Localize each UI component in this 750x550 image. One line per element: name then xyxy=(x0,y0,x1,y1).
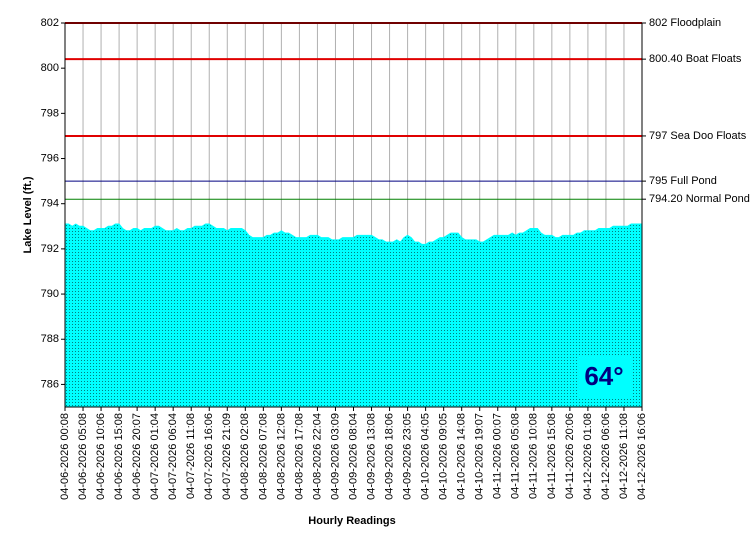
x-tick-label: 04-12-2026 11:08 xyxy=(618,413,630,499)
x-tick-label: 04-06-2026 20:07 xyxy=(131,413,143,500)
y-tick-label: 788 xyxy=(41,333,59,345)
y-tick-label: 792 xyxy=(41,243,59,255)
y-tick-label: 796 xyxy=(41,152,59,164)
x-tick-label: 04-07-2026 06:04 xyxy=(167,413,179,500)
x-tick-label: 04-12-2026 01:08 xyxy=(582,413,594,500)
reference-label: 802 Floodplain xyxy=(649,17,721,29)
x-tick-label: 04-08-2026 22:04 xyxy=(311,413,323,500)
area xyxy=(64,223,643,408)
x-tick-label: 04-12-2026 16:06 xyxy=(636,413,648,500)
y-tick-label: 790 xyxy=(41,288,59,300)
x-tick-label: 04-08-2026 12:08 xyxy=(275,413,287,500)
y-tick-label: 798 xyxy=(41,107,59,119)
x-tick-label: 04-11-2026 20:06 xyxy=(564,413,576,499)
y-tick-label: 800 xyxy=(41,62,59,74)
reference-label: 797 Sea Doo Floats xyxy=(649,130,747,142)
x-tick-label: 04-11-2026 05:08 xyxy=(510,413,522,499)
x-tick-label: 04-09-2026 03:09 xyxy=(329,413,341,500)
x-tick-label: 04-06-2026 10:06 xyxy=(95,413,107,500)
x-tick-label: 04-10-2026 19:07 xyxy=(474,413,486,500)
x-tick-label: 04-09-2026 08:04 xyxy=(347,413,359,500)
x-tick-label: 04-08-2026 02:08 xyxy=(239,413,251,500)
y-axis-title: Lake Level (ft.) xyxy=(22,176,34,253)
reference-label: 794.20 Normal Pond xyxy=(649,193,750,205)
y-tick-label: 794 xyxy=(41,198,59,210)
x-tick-label: 04-07-2026 01:04 xyxy=(149,413,161,500)
y-tick-label: 786 xyxy=(41,378,59,390)
x-tick-label: 04-10-2026 09:05 xyxy=(438,413,450,500)
x-tick-label: 04-07-2026 21:09 xyxy=(221,413,233,500)
reference-label: 795 Full Pond xyxy=(649,175,717,187)
x-tick-label: 04-06-2026 00:08 xyxy=(59,413,71,500)
reference-label: 800.40 Boat Floats xyxy=(649,53,742,65)
annotation-box xyxy=(577,356,631,398)
x-tick-label: 04-07-2026 11:08 xyxy=(185,413,197,499)
x-tick-label: 04-11-2026 15:08 xyxy=(546,413,558,499)
y-tick-label: 802 xyxy=(41,17,59,29)
x-tick-label: 04-07-2026 16:06 xyxy=(203,413,215,500)
x-tick-label: 04-06-2026 05:08 xyxy=(77,413,89,500)
x-tick-label: 04-11-2026 00:07 xyxy=(492,413,504,499)
x-tick-label: 04-11-2026 10:08 xyxy=(528,413,540,499)
x-tick-label: 04-06-2026 15:08 xyxy=(113,413,125,500)
x-axis-title: Hourly Readings xyxy=(308,515,395,527)
x-tick-label: 04-08-2026 07:08 xyxy=(257,413,269,500)
x-tick-label: 04-10-2026 04:05 xyxy=(420,413,432,500)
x-tick-label: 04-12-2026 06:06 xyxy=(600,413,612,500)
x-tick-label: 04-08-2026 17:08 xyxy=(293,413,305,500)
x-tick-label: 04-09-2026 18:06 xyxy=(383,413,395,500)
x-tick-label: 04-10-2026 14:08 xyxy=(456,413,468,500)
x-tick-label: 04-09-2026 13:08 xyxy=(365,413,377,500)
x-tick-label: 04-09-2026 23:05 xyxy=(402,413,414,500)
annotation: 64° xyxy=(584,361,623,391)
